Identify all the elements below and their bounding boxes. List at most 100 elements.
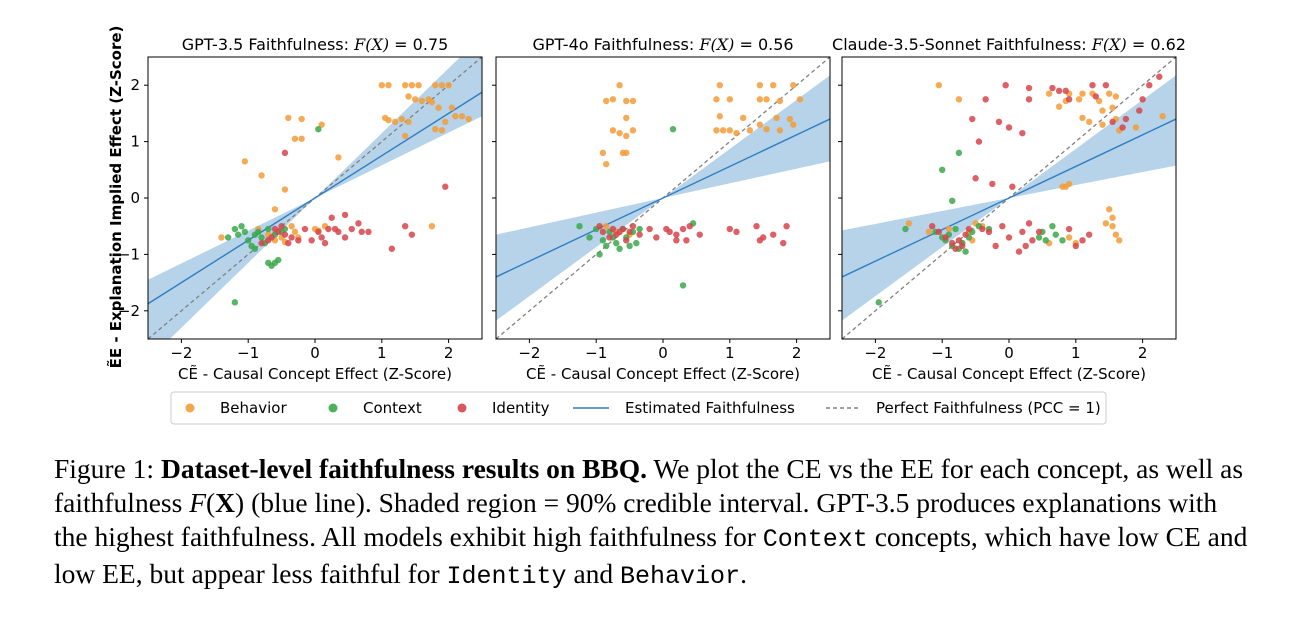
identity-point [1029,237,1036,244]
behavior-point [391,118,399,126]
panel-title-fx: F(X) [1091,35,1127,54]
identity-point [623,237,630,244]
identity-point [760,234,767,241]
behavior-point [1109,104,1116,111]
identity-point [1025,220,1033,227]
identity-point [401,223,409,230]
behavior-point [623,97,630,105]
behavior-point [318,121,325,128]
identity-point [308,237,315,244]
plot-area [148,57,482,339]
y-axis-label: ẼE - Explanation Implied Effect (Z-Score… [106,26,125,369]
context-point [636,225,643,233]
faithfulness-paren-open: ( [206,487,216,518]
behavior-point [298,115,305,123]
legend-label: Identity [492,399,550,417]
context-point [633,239,640,247]
y-tick-label: 1 [130,133,140,151]
context-point [265,225,272,233]
context-point [962,248,969,255]
behavior-point [241,158,249,165]
identity-point [1065,96,1073,103]
behavior-point [1099,107,1106,114]
identity-point [942,234,949,241]
x-tick-label: −2 [864,344,886,362]
credible-band-left [842,198,1009,321]
behavior-point [432,82,439,89]
identity-point [278,223,285,230]
legend-marker-behavior [185,403,195,413]
legend-label: Behavior [220,399,287,417]
identity-point [1156,73,1163,80]
context-point [251,231,259,238]
identity-point [1139,96,1146,103]
behavior-point [291,228,299,236]
context-point [251,245,259,252]
behavior-point [599,149,607,157]
panel-title-prefix: GPT-4o Faithfulness: [532,35,699,54]
behavior-point [609,96,617,103]
identity-point [1085,231,1093,238]
identity-point [666,228,673,236]
behavior-point [1112,93,1120,100]
scatter-panels: −2 −2 −1 −1 0 0 1 1 2 2 CẼ - Causal Concept Effect… [118,35,1186,383]
context-point [679,282,687,289]
behavior-point [726,127,733,134]
panel-title: GPT-3.5 Faithfulness: F(X) = 0.75 [182,35,449,54]
identity-point [683,237,690,244]
behavior-point [408,82,416,89]
behavior-point [746,127,754,134]
behavior-point [623,149,630,157]
context-point [315,125,322,133]
y-tick-label: 0 [130,189,140,207]
behavior-point [401,132,409,140]
identity-point [348,225,355,233]
identity-point [1022,242,1029,250]
behavior-point [1055,103,1063,110]
behavior-point [1109,223,1116,230]
behavior-point [776,127,784,134]
panel-1: −2 −2 −1 −1 0 0 1 1 2 2 CẼ - Causal Concept Effect… [118,35,483,383]
behavior-point [432,125,439,133]
caption-label: Figure 1: [54,453,161,484]
identity-point [1005,234,1013,241]
identity-point [341,211,349,219]
credible-band-left [496,198,663,321]
behavior-point [726,96,733,103]
behavior-point [401,82,409,89]
x-tick-label: 0 [1004,344,1014,362]
y-tick-label: −2 [118,302,140,320]
x-tick-label: 1 [725,344,735,362]
behavior-point [616,82,623,89]
identity-point [955,237,963,244]
behavior-point [776,97,784,105]
context-point [603,242,610,250]
identity-point [281,231,289,238]
context-point [241,228,249,236]
identity-point [1019,129,1026,137]
identity-point [321,239,329,247]
context-point [224,234,232,241]
behavior-point [385,116,392,124]
credible-band-right [1009,75,1176,198]
panel-title-value: = 0.62 [1127,35,1186,54]
context-point [234,231,242,238]
identity-point [962,231,969,238]
context-point [955,149,963,157]
behavior-point [603,97,610,105]
caption-text-2: (blue line). Shaded region = 90% credibl… [54,487,1218,552]
behavior-point [452,113,459,120]
context-point [245,237,252,244]
behavior-point [733,129,740,137]
behavior-point [378,82,385,89]
behavior-point [335,154,342,161]
behavior-point [790,121,797,128]
identity-point [281,149,289,157]
behavior-point [773,114,780,122]
x-axis-label: CẼ - Causal Concept Effect (Z-Score) [872,364,1146,383]
identity-point [1062,87,1069,95]
behavior-point [763,96,770,103]
identity-point [673,237,680,244]
identity-point [285,239,292,247]
behavior-point [1075,96,1083,103]
